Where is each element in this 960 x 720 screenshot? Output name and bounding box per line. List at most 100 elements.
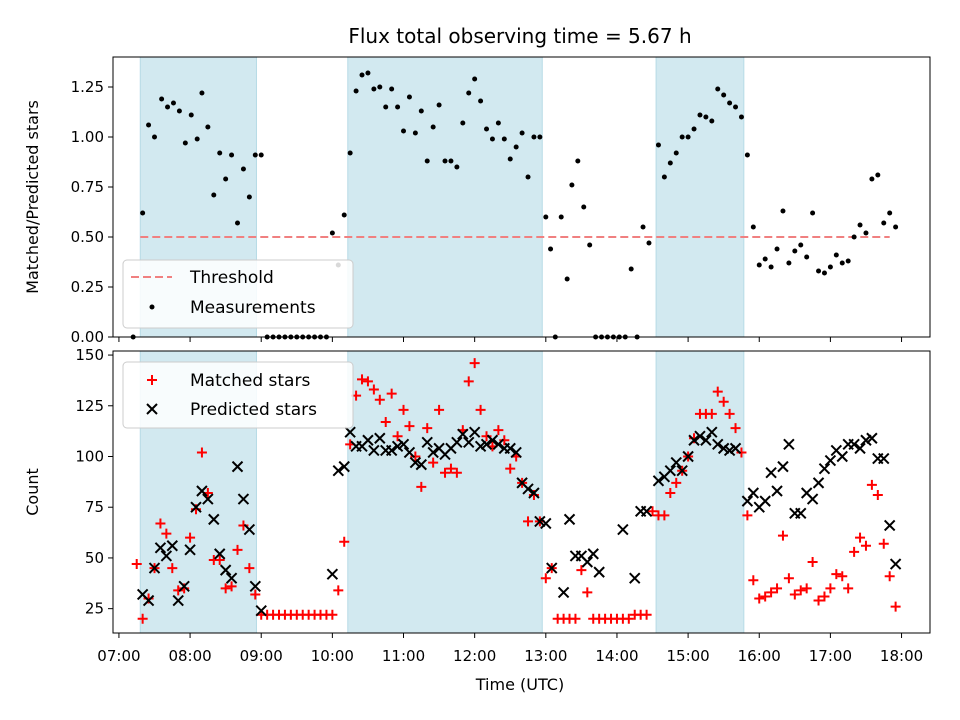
measurement-point	[252, 152, 258, 158]
measurement-point	[194, 136, 200, 142]
measurement-point	[821, 270, 827, 276]
matched-star-point	[238, 520, 249, 531]
matched-star-point	[540, 573, 551, 584]
matched-star-point	[374, 394, 385, 405]
measurement-point	[575, 158, 581, 164]
measurement-point	[240, 166, 246, 172]
matched-star-point	[647, 506, 658, 517]
y-tick-label: 0.25	[71, 278, 104, 296]
matched-star-point	[250, 589, 261, 600]
matched-star-point	[623, 613, 634, 624]
measurement-point	[587, 242, 593, 248]
measurement-point	[537, 134, 543, 140]
measurement-point	[454, 164, 460, 170]
matched-star-point	[890, 601, 901, 612]
matched-star-point	[499, 435, 510, 446]
measurement-point	[893, 224, 899, 230]
measurement-point	[188, 112, 194, 118]
matched-star-point	[570, 613, 581, 624]
legend-box	[122, 259, 354, 329]
matched-star-point	[173, 585, 184, 596]
measurement-point	[774, 246, 780, 252]
predicted-star-point	[812, 477, 825, 489]
matched-star-point	[362, 376, 373, 387]
measurement-point	[673, 150, 679, 156]
measurement-point	[448, 158, 454, 164]
matched-star-point	[357, 374, 368, 385]
predicted-star-point	[451, 436, 463, 449]
predicted-star-point	[747, 487, 760, 499]
predicted-star-point	[362, 434, 374, 446]
measurement-point	[697, 112, 703, 118]
measurement-point	[715, 86, 721, 92]
measurement-point	[569, 182, 575, 188]
predicted-star-point	[629, 572, 641, 584]
matched-star-point	[724, 408, 735, 419]
predicted-star-point	[587, 548, 599, 560]
measurement-point	[223, 176, 229, 182]
measurement-point	[881, 220, 887, 226]
measurement-point	[140, 210, 146, 216]
x-tick-label: 16:00	[738, 647, 781, 665]
shaded-interval-2	[655, 56, 745, 338]
predicted-star-point	[640, 505, 653, 517]
matched-star-point	[493, 425, 504, 436]
predicted-star-point	[219, 564, 232, 576]
legend-measurements-label: Measurements	[190, 298, 316, 318]
predicted-star-point	[397, 438, 410, 451]
predicted-star-point	[700, 434, 712, 446]
predicted-star-point	[457, 428, 469, 440]
matched-star-point	[772, 583, 783, 594]
predicted-star-point	[148, 562, 161, 574]
predicted-star-point	[617, 523, 629, 536]
y-tick-label: 150	[75, 346, 104, 364]
matched-star-point	[766, 587, 777, 598]
top-y-axis-label: Matched/Predicted stars	[23, 100, 42, 294]
predicted-star-point	[557, 586, 570, 599]
x-tick-label: 12:00	[453, 647, 496, 665]
matched-star-point	[196, 447, 207, 458]
matched-star-point	[469, 358, 480, 369]
matched-star-point	[131, 559, 142, 570]
predicted-star-point	[563, 513, 576, 526]
measurement-point	[424, 158, 430, 164]
matched-star-point	[801, 583, 812, 594]
predicted-star-point	[243, 523, 256, 536]
measurement-point	[466, 90, 472, 96]
measurement-point	[217, 150, 223, 156]
matched-star-point	[659, 510, 670, 521]
predicted-star-point	[326, 568, 339, 580]
x-tick-label: 10:00	[311, 647, 354, 665]
matched-star-point	[451, 467, 462, 478]
predicted-star-point	[836, 450, 848, 463]
matched-star-point	[416, 481, 427, 492]
predicted-star-point	[889, 558, 902, 570]
matched-star-point	[434, 404, 445, 415]
predicted-star-point	[142, 594, 155, 607]
predicted-star-point	[368, 444, 380, 457]
measurement-point	[418, 108, 424, 114]
predicted-star-point	[824, 454, 837, 467]
measurement-point	[395, 104, 401, 110]
predicted-star-point	[332, 464, 345, 477]
measurement-point	[875, 172, 881, 178]
y-tick-label: 125	[75, 397, 104, 415]
measurement-point	[489, 136, 495, 142]
measurement-point	[863, 230, 869, 236]
measurement-point	[786, 260, 792, 266]
matched-star-point	[445, 463, 456, 474]
matched-star-point	[872, 490, 883, 501]
x-tick-label: 07:00	[97, 647, 140, 665]
matched-star-point	[410, 451, 421, 462]
top-panel: 0.00 0.25 0.50 0.75 1.00 1.25 Matched/Predict…	[23, 56, 931, 346]
shaded-interval-1	[347, 56, 543, 338]
measurement-point	[347, 150, 353, 156]
measurement-point	[851, 234, 857, 240]
measurement-point	[507, 156, 513, 162]
measurement-point	[857, 222, 863, 228]
measurement-point	[703, 114, 709, 120]
predicted-star-point	[196, 485, 208, 497]
matched-star-point	[404, 421, 415, 432]
y-tick-label: 100	[75, 447, 104, 465]
matched-star-point	[185, 532, 196, 543]
